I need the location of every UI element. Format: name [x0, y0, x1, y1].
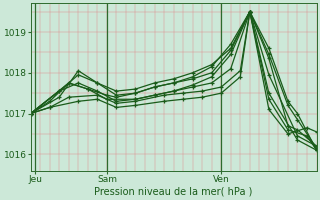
X-axis label: Pression niveau de la mer( hPa ): Pression niveau de la mer( hPa )	[94, 187, 253, 197]
